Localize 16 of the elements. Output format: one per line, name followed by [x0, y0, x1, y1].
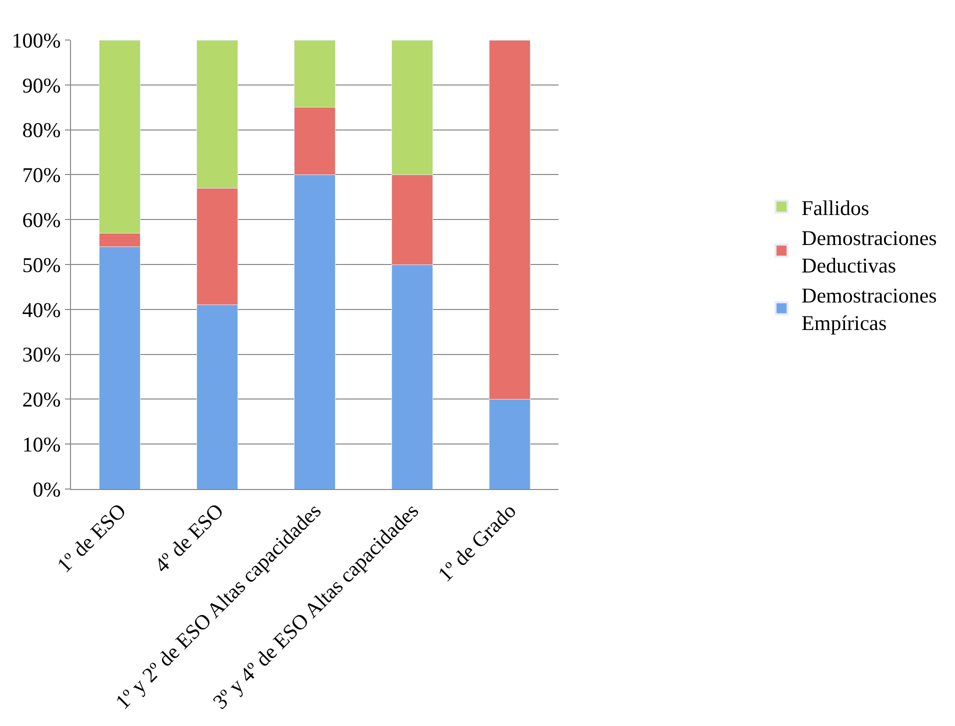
x-tick-label: 1º de ESO	[52, 498, 131, 578]
y-tick-label: 30%	[22, 342, 61, 367]
legend-label: Demostraciones Empíricas	[802, 284, 937, 336]
y-tick-label: 0%	[32, 477, 61, 502]
y-tick-label: 50%	[22, 252, 61, 277]
y-tick-label: 80%	[22, 118, 61, 142]
y-tick-label: 70%	[22, 163, 61, 188]
y-tick-label: 100%	[12, 28, 61, 52]
y-tick-label: 40%	[22, 298, 61, 322]
x-tick-label: 4º de ESO	[150, 498, 228, 578]
legend-label: Fallidos	[802, 196, 870, 220]
y-tick-label: 10%	[22, 432, 61, 456]
y-tick-label: 60%	[22, 208, 61, 232]
legend-label: Demostraciones Deductivas	[802, 226, 937, 278]
y-tick-label: 90%	[22, 73, 61, 98]
y-tick-label: 20%	[22, 388, 61, 412]
